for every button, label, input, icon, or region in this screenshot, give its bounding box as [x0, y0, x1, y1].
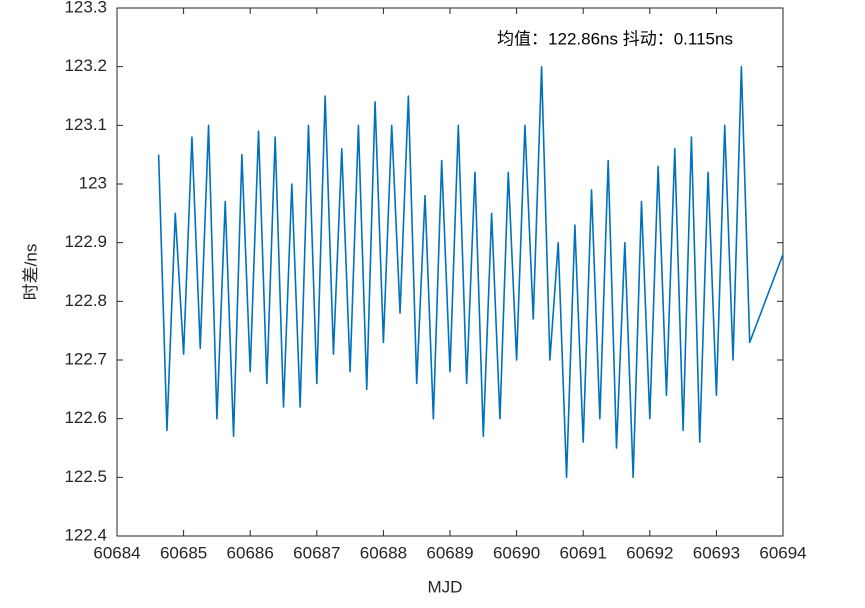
annotation: 均值：122.86ns 抖动：0.115ns — [497, 29, 733, 48]
y-axis-label: 时差/ns — [21, 244, 40, 301]
y-tick-label: 122.5 — [64, 467, 107, 486]
y-tick-label: 122.6 — [64, 408, 107, 427]
x-tick-label: 60685 — [160, 543, 207, 562]
x-tick-label: 60694 — [759, 543, 806, 562]
y-tick-label: 122.7 — [64, 349, 107, 368]
plot-frame — [116, 7, 784, 537]
y-tick-label: 123.2 — [64, 56, 107, 75]
x-tick-label: 60691 — [560, 543, 607, 562]
x-tick-label: 60690 — [493, 543, 540, 562]
y-tick-label: 122.4 — [64, 525, 107, 544]
y-tick-label: 123.3 — [64, 0, 107, 16]
x-tick-label: 60692 — [626, 543, 673, 562]
x-tick-label: 60688 — [360, 543, 407, 562]
y-tick-label: 122.8 — [64, 291, 107, 310]
x-tick-label: 60684 — [93, 543, 140, 562]
x-tick-label: 60687 — [293, 543, 340, 562]
data-line — [157, 65, 784, 479]
x-axis-label: MJD — [428, 577, 463, 596]
y-tick-label: 122.9 — [64, 232, 107, 251]
y-tick-label: 123.1 — [64, 115, 107, 134]
y-tick-label: 123 — [79, 173, 107, 192]
x-tick-label: 60689 — [426, 543, 473, 562]
x-tick-label: 60686 — [227, 543, 274, 562]
x-tick-label: 60693 — [693, 543, 740, 562]
